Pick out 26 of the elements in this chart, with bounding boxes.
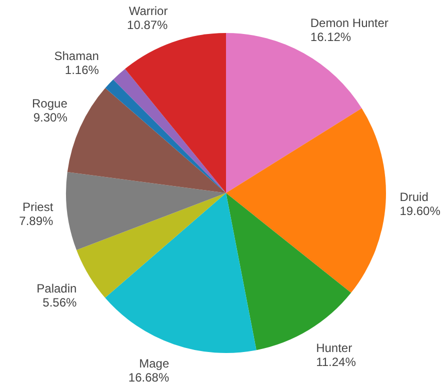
pie-slice (67, 88, 226, 193)
data-label: 19.60% (400, 204, 441, 218)
slice-label: Demon Hunter (310, 16, 388, 30)
slice-label: Mage (139, 356, 170, 370)
pie-slice (105, 193, 256, 353)
pie-slice (125, 33, 226, 193)
data-label: 1.16% (64, 63, 100, 78)
slice-label: Shaman (54, 49, 99, 64)
pie-slice (226, 108, 386, 293)
slice-label: Warrior (128, 4, 168, 18)
data-label: 16.68% (128, 370, 170, 382)
pie-slice (226, 193, 352, 350)
data-label: 9.30% (33, 110, 68, 124)
slice-label: Priest (22, 200, 54, 214)
slice-label: Hunter (316, 340, 352, 355)
data-label: 11.24% (316, 354, 356, 369)
data-label: 7.89% (19, 214, 54, 228)
pie-slice (76, 193, 226, 298)
pie-slice (66, 172, 226, 250)
pie-slice (226, 33, 362, 193)
slice-label: Druid (400, 190, 428, 204)
slice-label: Paladin (36, 281, 77, 296)
data-label: 5.56% (42, 295, 77, 310)
data-label: 16.12% (310, 30, 352, 44)
slice-label: Rogue (32, 96, 68, 110)
data-label: 10.87% (127, 18, 168, 32)
